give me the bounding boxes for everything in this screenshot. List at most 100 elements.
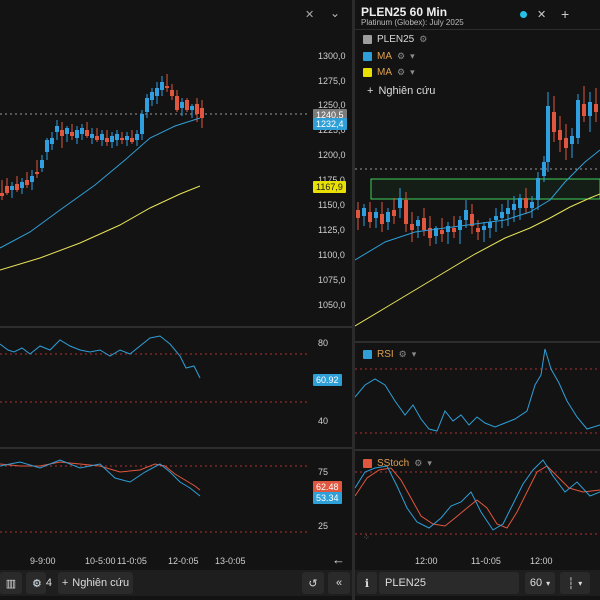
chevron-down-icon[interactable]: ▾ — [410, 50, 415, 61]
chevron-down-icon[interactable]: ▾ — [411, 348, 417, 359]
right-rsi-chart[interactable] — [355, 345, 600, 445]
right-stoch-d-line — [355, 459, 600, 531]
collapse-icon[interactable]: ⌄ — [330, 6, 341, 20]
left-candle — [190, 106, 194, 110]
right-rsi-line — [355, 348, 600, 432]
left-candle — [160, 82, 164, 90]
gear-icon[interactable]: ⚙ — [397, 50, 406, 61]
left-candle — [30, 176, 34, 182]
legend-item-price[interactable]: PLEN25 ⚙ — [363, 32, 427, 46]
right-chart-pane[interactable]: PLEN25 60 Min Platinum (Globex): July 20… — [355, 0, 600, 600]
candle-icon: ┆ — [567, 577, 575, 590]
price-tick: 1275,0 — [318, 76, 346, 86]
ma-value-tag: 1167,9 — [313, 181, 346, 193]
left-candle — [145, 98, 149, 112]
scroll-left-arrow-icon[interactable]: ← — [332, 552, 345, 567]
research-button[interactable]: + Nghiên cứu — [367, 85, 435, 97]
right-candle — [446, 226, 450, 232]
right-ma-slow-line — [355, 193, 600, 327]
left-chart-pane[interactable]: ✕ ⌄ 1300,0 1275,0 1250,0 1225,0 1200,0 1… — [0, 0, 352, 600]
chevron-down-icon: ▾ — [578, 578, 583, 588]
stoch-legend[interactable]: SStoch ⚙ ▾ — [363, 456, 432, 470]
right-candle — [506, 208, 510, 214]
left-candle — [100, 134, 104, 140]
left-candle — [175, 96, 179, 110]
time-tick: 12-0:05 — [168, 556, 199, 566]
chevron-down-icon[interactable]: ▾ — [427, 457, 432, 468]
add-chart-icon[interactable]: + — [561, 6, 570, 22]
right-candle — [570, 136, 574, 144]
rsi-legend[interactable]: RSI ⚙ ▾ — [363, 347, 416, 361]
gear-icon[interactable]: ⚙ — [419, 33, 428, 44]
pane-separator[interactable] — [355, 449, 600, 451]
legend-label: MA — [377, 66, 392, 78]
bar-chart-icon[interactable]: ▥ — [0, 572, 22, 594]
pane-separator[interactable] — [355, 341, 600, 343]
right-candle — [356, 210, 360, 218]
drag-handle-icon[interactable]: ⁘ — [363, 533, 370, 542]
left-stoch-d-line — [0, 459, 201, 497]
gear-icon[interactable]: ⚙ — [414, 457, 423, 468]
pane-separator[interactable] — [0, 447, 352, 449]
right-candle — [494, 216, 498, 220]
time-tick: 10-5:00 — [85, 556, 116, 566]
left-price-chart[interactable] — [0, 0, 310, 325]
legend-item-ma-fast[interactable]: MA ⚙ ▾ — [363, 49, 415, 63]
left-candle — [200, 108, 204, 118]
symbol-field[interactable]: PLEN25 — [379, 572, 519, 594]
stoch-k-tag: 62.48 — [313, 481, 342, 493]
left-candle — [35, 172, 39, 174]
left-rsi-line — [0, 335, 201, 379]
right-candle — [536, 178, 540, 200]
pane-divider[interactable] — [352, 0, 355, 600]
research-button[interactable]: + Nghiên cứu — [58, 572, 133, 594]
close-icon[interactable]: ✕ — [537, 9, 547, 21]
right-candle — [368, 212, 372, 222]
left-rsi-chart[interactable] — [0, 330, 310, 445]
vertical-arrows-icon[interactable]: ↕ — [26, 572, 46, 594]
info-icon[interactable]: ℹ — [357, 572, 377, 594]
close-icon[interactable]: ✕ — [305, 9, 315, 21]
rsi-tick: 80 — [318, 338, 329, 348]
research-label: Nghiên cứu — [378, 85, 436, 97]
price-tick: 1050,0 — [318, 300, 346, 310]
settings-count: 4 — [45, 577, 52, 589]
right-candle — [558, 130, 562, 140]
right-candle — [542, 162, 546, 176]
pane-separator[interactable] — [0, 326, 352, 328]
left-candle — [25, 180, 29, 185]
chevron-down-icon[interactable]: ▾ — [410, 66, 415, 77]
interval-select[interactable]: 60 ▾ — [525, 572, 555, 594]
right-candle — [428, 228, 432, 238]
left-candle — [90, 134, 94, 138]
rsi-tick: 40 — [318, 416, 329, 426]
chart-subtitle: Platinum (Globex): July 2025 — [361, 18, 464, 27]
right-candle — [470, 214, 474, 226]
rsi-label: RSI — [377, 348, 394, 360]
right-stoch-chart[interactable] — [355, 452, 600, 544]
right-price-chart[interactable] — [355, 32, 600, 340]
left-candle — [65, 128, 69, 134]
right-candle — [564, 138, 568, 148]
candle-type-select[interactable]: ┆ ▾ — [560, 572, 590, 594]
price-tick: 1300,0 — [318, 51, 346, 61]
left-stoch-chart[interactable] — [0, 452, 310, 547]
legend-item-ma-slow[interactable]: MA ⚙ ▾ — [363, 65, 415, 79]
reset-icon[interactable]: ↺ — [302, 572, 324, 594]
left-candle — [15, 184, 19, 190]
left-candle — [140, 114, 144, 134]
price-tick: 1100,0 — [318, 250, 345, 260]
price-tick: 1250,0 — [318, 100, 346, 110]
double-chevron-left-icon[interactable]: « — [328, 572, 350, 594]
left-candle — [70, 132, 74, 136]
legend-swatch — [363, 349, 372, 359]
legend-swatch — [363, 34, 372, 44]
settings-button[interactable]: ⚙ 4 — [29, 572, 55, 594]
legend-swatch — [363, 51, 372, 61]
symbol-value: PLEN25 — [385, 577, 426, 589]
right-stoch-k-line — [355, 465, 600, 529]
gear-icon[interactable]: ⚙ — [398, 348, 407, 359]
gear-icon[interactable]: ⚙ — [397, 66, 406, 77]
left-candle — [185, 100, 189, 110]
left-candle — [60, 130, 64, 136]
